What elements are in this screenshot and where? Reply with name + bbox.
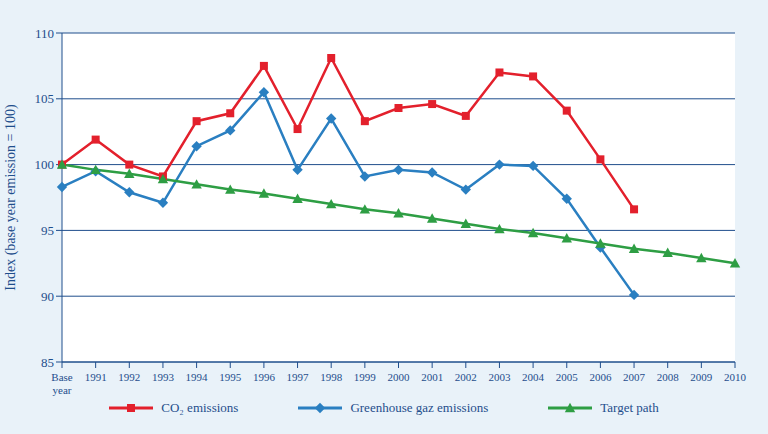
svg-text:2009: 2009 (690, 371, 713, 383)
svg-text:2010: 2010 (724, 371, 747, 383)
svg-text:2000: 2000 (388, 371, 411, 383)
svg-text:1995: 1995 (219, 371, 242, 383)
svg-text:1993: 1993 (152, 371, 175, 383)
svg-text:95: 95 (41, 223, 54, 238)
svg-text:2006: 2006 (589, 371, 612, 383)
html-text:CO₂ emissions: CO₂ emissions (161, 400, 239, 415)
svg-text:Base: Base (51, 371, 73, 383)
svg-text:100: 100 (35, 157, 55, 172)
svg-text:1996: 1996 (253, 371, 276, 383)
svg-text:2002: 2002 (455, 371, 477, 383)
svg-text:year: year (53, 384, 72, 396)
svg-text:1991: 1991 (85, 371, 107, 383)
svg-text:2004: 2004 (522, 371, 545, 383)
svg-text:85: 85 (41, 355, 54, 370)
svg-text:1998: 1998 (320, 371, 343, 383)
svg-text:1994: 1994 (186, 371, 209, 383)
html-text:Greenhouse gaz emissions: Greenhouse gaz emissions (350, 400, 489, 415)
svg-text:1999: 1999 (354, 371, 377, 383)
svg-text:1997: 1997 (287, 371, 310, 383)
svg-text:Index (base year emission = 10: Index (base year emission = 100) (8, 104, 19, 291)
svg-text:105: 105 (35, 91, 55, 106)
svg-text:1992: 1992 (118, 371, 140, 383)
svg-text:2007: 2007 (623, 371, 646, 383)
svg-text:2001: 2001 (421, 371, 443, 383)
svg-text:90: 90 (41, 289, 54, 304)
svg-text:2005: 2005 (556, 371, 579, 383)
svg-text:110: 110 (35, 26, 54, 41)
svg-text:2003: 2003 (488, 371, 511, 383)
html-text:Target path: Target path (600, 400, 659, 415)
svg-text:2008: 2008 (657, 371, 680, 383)
